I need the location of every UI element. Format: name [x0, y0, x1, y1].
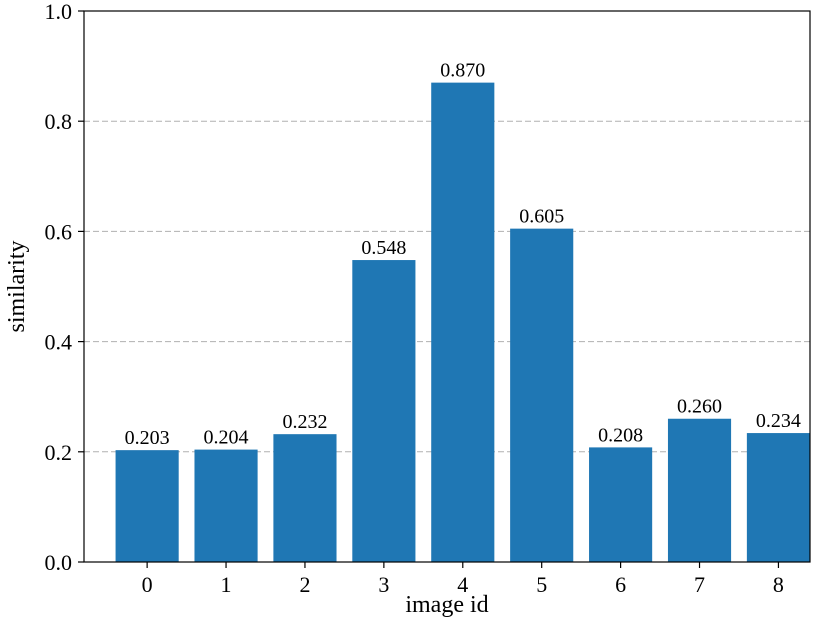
- value-label-6: 0.208: [598, 424, 643, 446]
- value-label-2: 0.232: [282, 411, 327, 433]
- value-label-1: 0.204: [204, 427, 249, 449]
- y-tick-label-5: 1.0: [45, 0, 73, 24]
- y-tick-label-0: 0.0: [45, 550, 73, 575]
- bar-6: [589, 447, 653, 562]
- x-tick-label-4: 4: [457, 572, 468, 597]
- value-label-5: 0.605: [519, 206, 564, 228]
- bars: [115, 82, 810, 562]
- y-axis-ticks: 0.0 0.2 0.4 0.6 0.8 1.0: [45, 0, 84, 575]
- y-tick-label-4: 0.8: [45, 109, 73, 134]
- x-tick-label-3: 3: [378, 572, 389, 597]
- value-label-8: 0.234: [756, 410, 801, 432]
- value-labels: 0.203 0.204 0.232 0.548 0.870 0.605 0.208 0.260…: [125, 60, 801, 450]
- y-tick-label-2: 0.4: [45, 330, 73, 355]
- bar-1: [194, 449, 258, 562]
- x-tick-label-0: 0: [142, 572, 153, 597]
- y-axis-title: similarity: [4, 241, 30, 333]
- x-axis-ticks: 0 1 2 3 4 5 6 7 8: [142, 562, 784, 597]
- bar-2: [273, 434, 337, 562]
- y-tick-label-1: 0.2: [45, 440, 73, 465]
- bar-7: [667, 418, 732, 562]
- bar-5: [510, 228, 574, 562]
- x-tick-label-8: 8: [773, 572, 784, 597]
- bar-8: [746, 433, 810, 562]
- value-label-7: 0.260: [677, 396, 722, 418]
- value-label-3: 0.548: [361, 237, 406, 259]
- bar-0: [115, 450, 179, 562]
- x-tick-label-6: 6: [615, 572, 626, 597]
- value-label-0: 0.203: [125, 427, 170, 449]
- x-axis-title: image id: [405, 592, 488, 618]
- x-tick-label-1: 1: [221, 572, 232, 597]
- x-tick-label-7: 7: [694, 572, 705, 597]
- bar-4: [431, 82, 495, 562]
- axes-frame: [83, 10, 811, 563]
- value-label-4: 0.870: [440, 60, 485, 82]
- bar-3: [352, 260, 416, 562]
- x-tick-label-2: 2: [299, 572, 310, 597]
- x-tick-label-5: 5: [536, 572, 547, 597]
- y-tick-label-3: 0.6: [45, 219, 73, 244]
